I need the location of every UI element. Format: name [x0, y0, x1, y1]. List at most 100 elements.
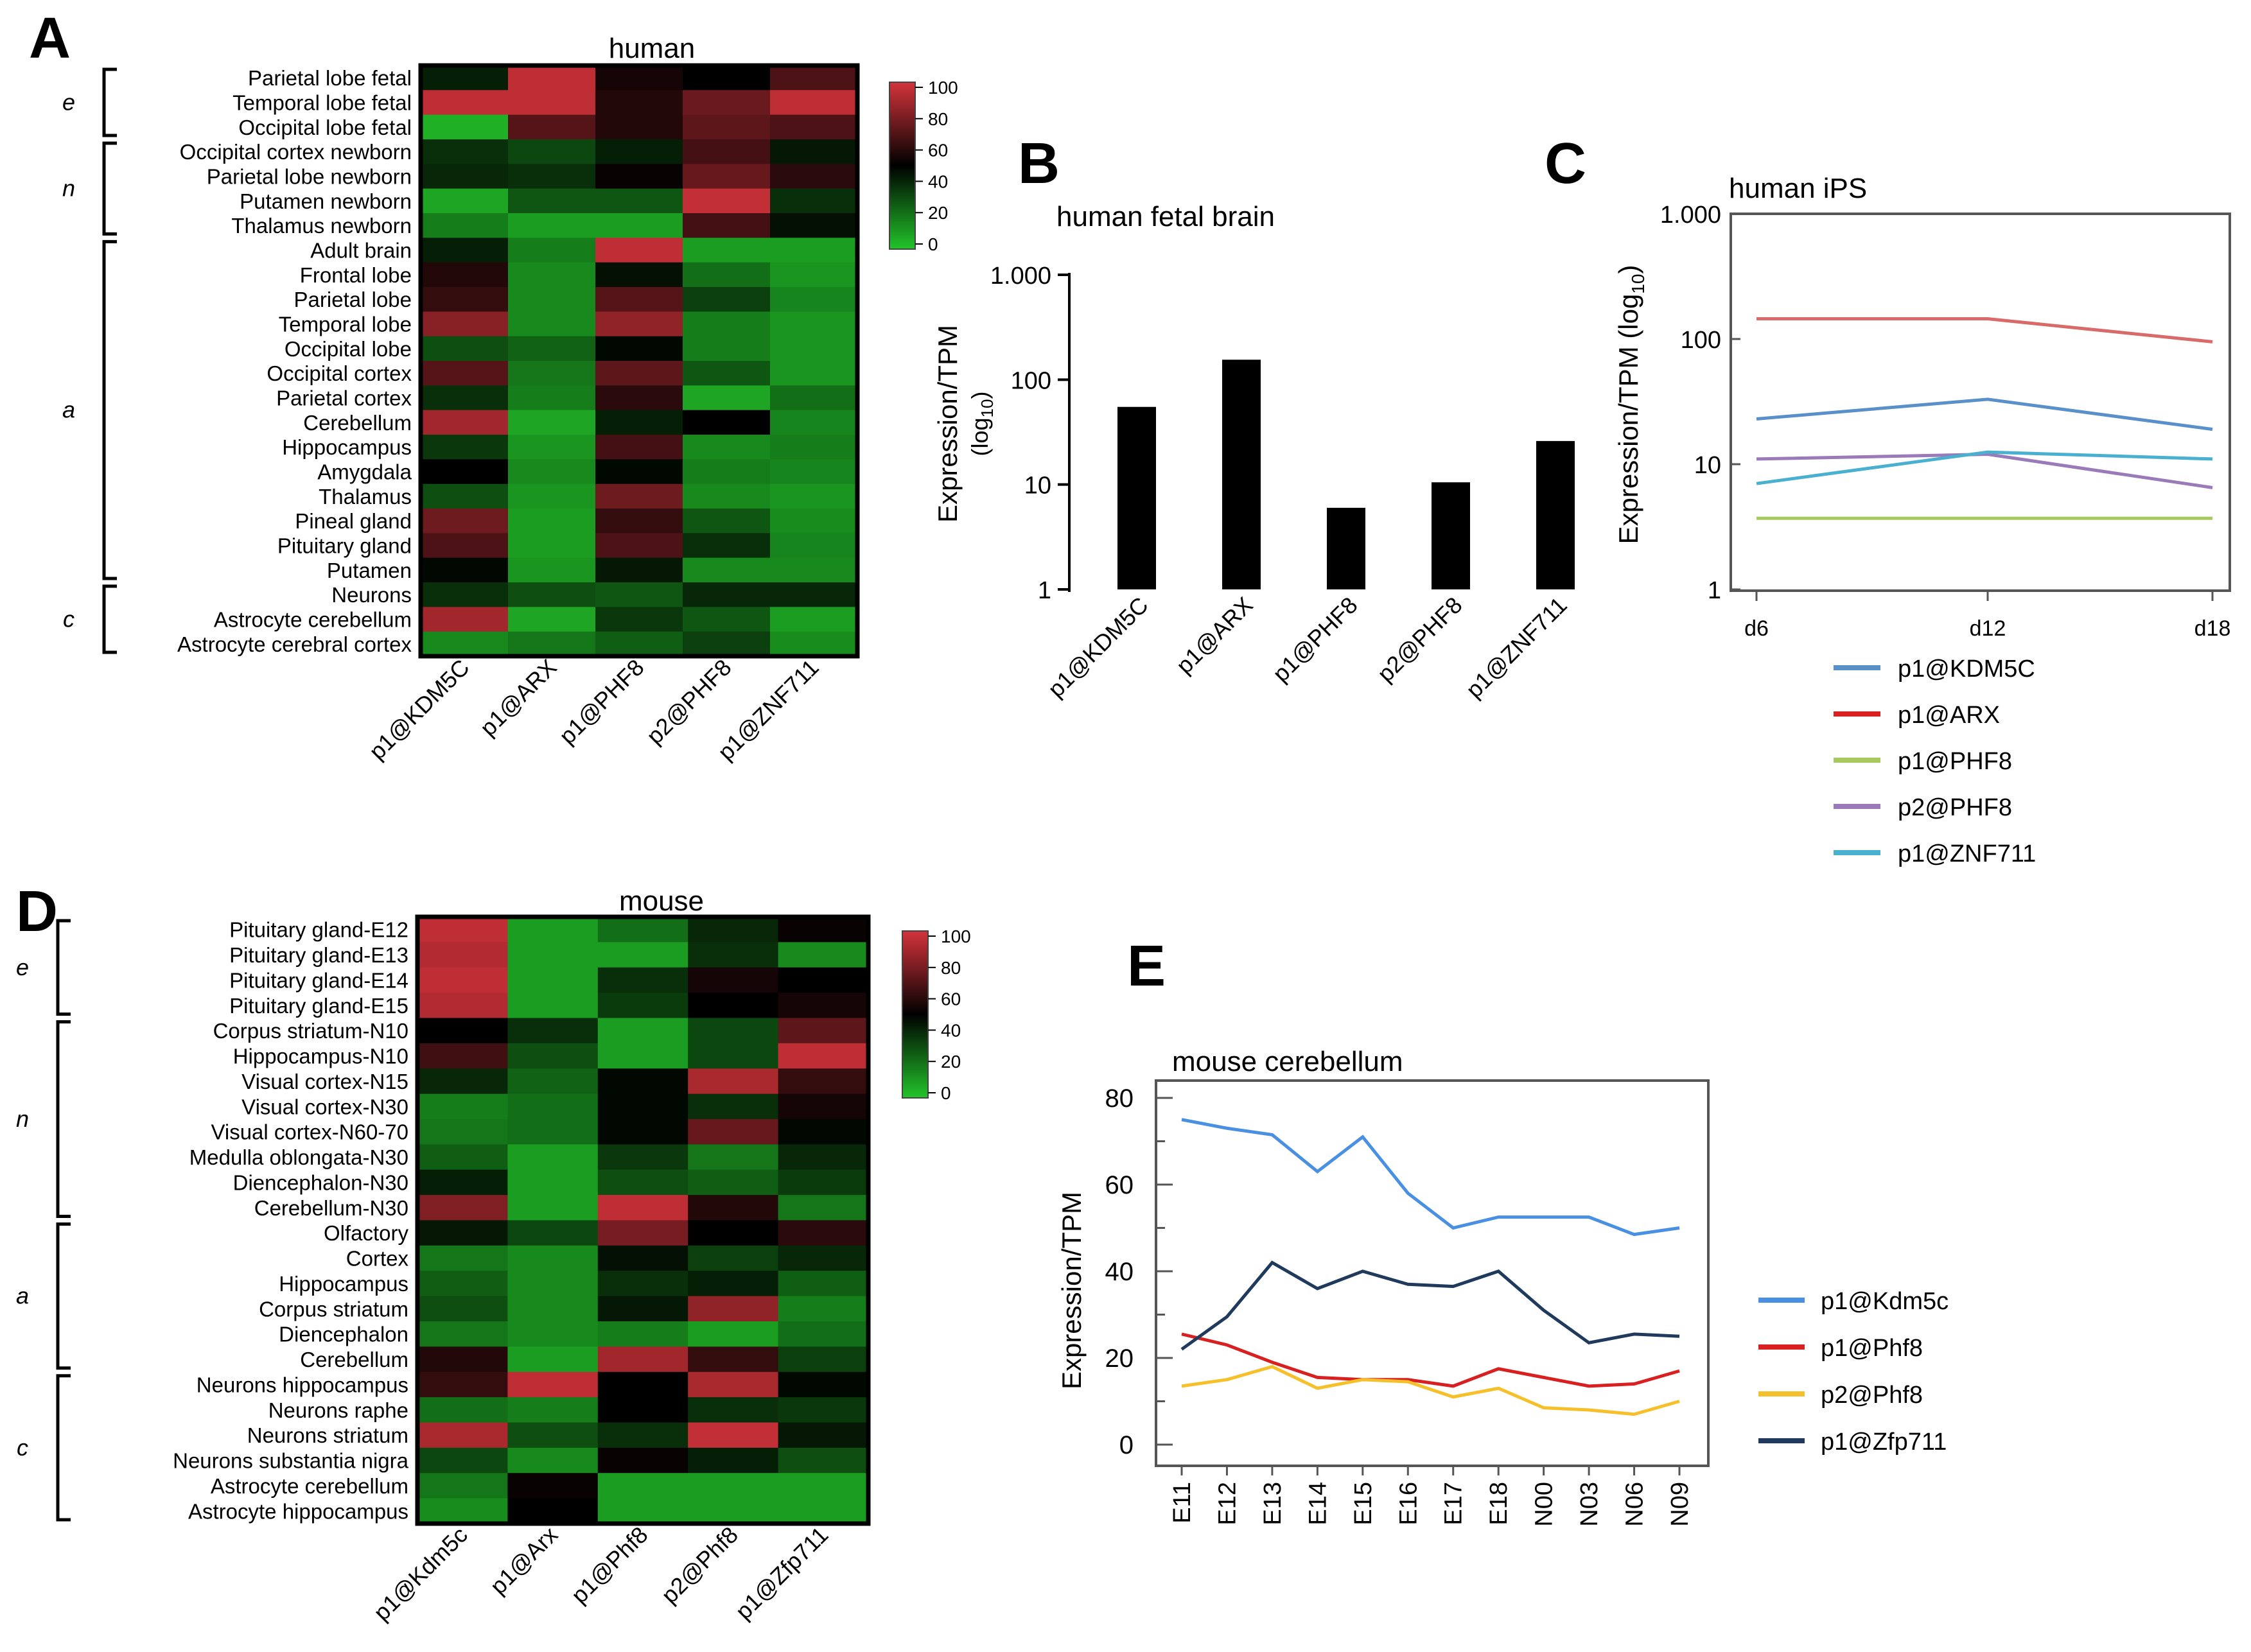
- heatmap-cell: [417, 1169, 508, 1196]
- heatmap-cell: [421, 483, 509, 509]
- heatmap-cell: [508, 238, 596, 263]
- heatmap-row-label: Parietal lobe fetal: [248, 66, 412, 90]
- colorbar-tick-label: 0: [928, 234, 938, 254]
- bar-chart-ylabel-main: Expression/TPM: [933, 325, 963, 523]
- heatmap-cell: [683, 435, 771, 460]
- heatmap-cell: [508, 557, 596, 583]
- heatmap-cell: [507, 1371, 599, 1398]
- heatmap-cell: [595, 65, 683, 91]
- heatmap-cell: [778, 1043, 869, 1069]
- bar-chart-ylabel-log-close: ): [967, 392, 993, 399]
- cerebellum-chart-ylabel-text: Expression/TPM: [1056, 1192, 1087, 1389]
- heatmap-column-label: p1@Arx: [485, 1522, 563, 1599]
- heatmap-row-label: Cerebellum-N30: [254, 1196, 408, 1220]
- bar-chart-y-tick-label: 1.000: [990, 263, 1051, 290]
- heatmap-row-label: Occipital cortex: [267, 361, 412, 385]
- heatmap-cell: [688, 1422, 779, 1448]
- heatmap-cell: [507, 1119, 599, 1145]
- heatmap-a-group-brackets: e n a c: [62, 67, 117, 654]
- heatmap-cell: [597, 1068, 688, 1095]
- group-label: e: [16, 954, 29, 980]
- heatmap-cell: [421, 287, 509, 312]
- heatmap-d-group-brackets: e n a c: [16, 919, 71, 1522]
- heatmap-row-label: Parietal lobe newborn: [207, 165, 412, 189]
- heatmap-cell: [595, 287, 683, 312]
- heatmap-cell: [778, 917, 869, 943]
- heatmap-a-frame: [418, 63, 860, 659]
- ips-series-line: [1756, 450, 2213, 485]
- bar-chart-y-tick-label: 1: [1038, 577, 1051, 604]
- heatmap-cell: [421, 607, 509, 632]
- colorbar-tick-label: 40: [941, 1020, 961, 1040]
- heatmap-cell: [688, 1144, 779, 1170]
- ips-chart-ylabel-main: Expression/TPM (log: [1613, 294, 1643, 544]
- heatmap-cell: [421, 336, 509, 361]
- heatmap-row-label: Diencephalon: [279, 1323, 408, 1346]
- colorbar-a: [889, 82, 916, 250]
- heatmap-cell: [597, 1043, 688, 1069]
- heatmap-cell: [595, 311, 683, 337]
- heatmap-cell: [597, 993, 688, 1019]
- bar: [1536, 440, 1575, 589]
- ips-chart-legend: p1@KDM5C p1@ARX p1@PHF8 p2@PHF8 p1@ZNF711: [1834, 656, 2036, 867]
- heatmap-cell: [597, 942, 688, 968]
- ips-legend-label: p1@ARX: [1898, 702, 2000, 729]
- heatmap-cell: [770, 336, 858, 361]
- heatmap-cell: [508, 139, 596, 164]
- panel-b: human fetal brain Expression/TPM (log10)…: [933, 201, 1575, 703]
- heatmap-cell: [507, 1093, 599, 1120]
- heatmap-cell: [417, 1422, 508, 1448]
- heatmap-cell: [417, 1447, 508, 1474]
- heatmap-cell: [417, 1195, 508, 1221]
- heatmap-cell: [770, 509, 858, 534]
- heatmap-row-label: Putamen: [327, 559, 412, 582]
- heatmap-cell: [770, 287, 858, 312]
- heatmap-cell: [770, 483, 858, 509]
- heatmap-cell: [417, 1119, 508, 1145]
- heatmap-cell: [507, 1245, 599, 1271]
- heatmap-cell: [683, 557, 771, 583]
- bar-chart-ylabel-log-open: (log: [967, 417, 993, 456]
- heatmap-cell: [595, 213, 683, 238]
- heatmap-column-label: p2@Phf8: [656, 1522, 744, 1609]
- heatmap-cell: [778, 967, 869, 993]
- heatmap-cell: [417, 1043, 508, 1069]
- heatmap-cell: [778, 1144, 869, 1170]
- heatmap-cell: [778, 1371, 869, 1398]
- heatmap-cell: [770, 385, 858, 411]
- colorbar-tick-label: 20: [941, 1052, 961, 1072]
- ips-legend-label: p1@ZNF711: [1898, 840, 2036, 867]
- group-label: n: [62, 175, 75, 202]
- heatmap-cell: [597, 1119, 688, 1145]
- bar-x-label: p2@PHF8: [1372, 592, 1467, 687]
- ips-chart-ylabel: Expression/TPM (log10): [1613, 265, 1648, 544]
- group-bracket: [102, 239, 117, 580]
- heatmap-cell: [778, 1346, 869, 1373]
- heatmap-row-label: Cortex: [346, 1247, 409, 1271]
- ips-legend-label: p2@PHF8: [1898, 794, 2012, 821]
- heatmap-cell: [508, 164, 596, 189]
- cerebellum-chart-title: mouse cerebellum: [1172, 1046, 1403, 1077]
- heatmap-cell: [595, 238, 683, 263]
- bar-chart-bars: [1117, 360, 1575, 589]
- heatmap-cell: [421, 188, 509, 214]
- heatmap-cell: [688, 1093, 779, 1120]
- heatmap-cell: [417, 1093, 508, 1120]
- heatmap-cell: [683, 533, 771, 559]
- heatmap-cell: [417, 1068, 508, 1095]
- heatmap-cell: [507, 1447, 599, 1474]
- heatmap-cell: [770, 311, 858, 337]
- heatmap-cell: [421, 509, 509, 534]
- cerebellum-x-tick-label: N00: [1531, 1482, 1558, 1527]
- heatmap-cell: [595, 435, 683, 460]
- heatmap-cell: [683, 582, 771, 607]
- heatmap-row-label: Neurons raphe: [268, 1398, 408, 1422]
- heatmap-cell: [683, 459, 771, 485]
- heatmap-row-label: Temporal lobe fetal: [232, 91, 412, 115]
- heatmap-cell: [507, 1498, 599, 1524]
- heatmap-cell: [688, 1447, 779, 1474]
- heatmap-cell: [417, 1144, 508, 1170]
